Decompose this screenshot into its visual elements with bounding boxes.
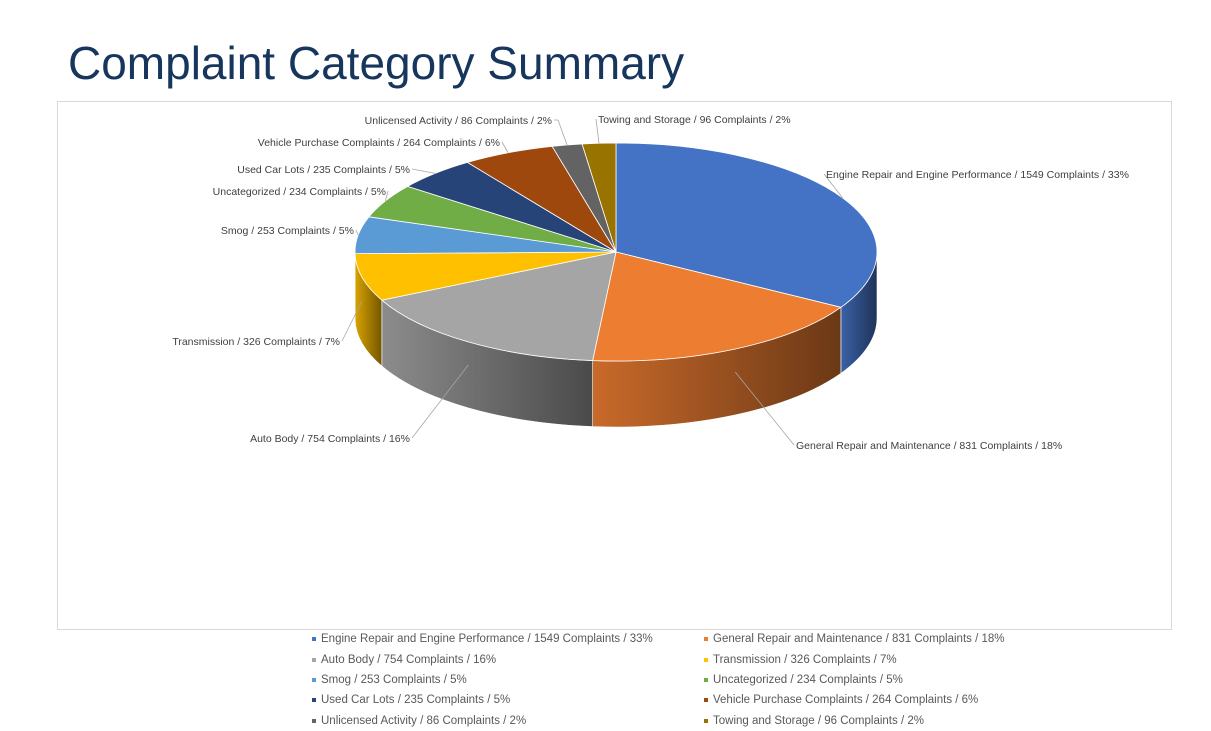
leader-line-7 (502, 142, 508, 153)
pie-chart: Engine Repair and Engine Performance / 1… (58, 102, 1173, 631)
legend-label: Uncategorized / 234 Complaints / 5% (713, 674, 903, 686)
legend-item-2: Auto Body / 754 Complaints / 16% (312, 649, 704, 669)
legend-swatch (704, 658, 708, 662)
legend-swatch (312, 719, 316, 723)
data-label-8: Unlicensed Activity / 86 Complaints / 2% (365, 115, 552, 127)
data-label-2: Auto Body / 754 Complaints / 16% (250, 433, 410, 445)
chart-area: Engine Repair and Engine Performance / 1… (57, 101, 1172, 630)
legend-swatch (312, 637, 316, 641)
legend-swatch (704, 637, 708, 641)
legend-label: Transmission / 326 Complaints / 7% (713, 654, 897, 666)
legend-swatch (312, 698, 316, 702)
legend-item-6: Used Car Lots / 235 Complaints / 5% (312, 690, 704, 710)
chart-legend: Engine Repair and Engine Performance / 1… (312, 629, 1032, 731)
legend-label: Unlicensed Activity / 86 Complaints / 2% (321, 715, 526, 727)
legend-item-4: Smog / 253 Complaints / 5% (312, 670, 704, 690)
legend-label: Auto Body / 754 Complaints / 16% (321, 654, 496, 666)
data-label-3: Transmission / 326 Complaints / 7% (172, 336, 340, 348)
legend-item-3: Transmission / 326 Complaints / 7% (704, 649, 1032, 669)
legend-swatch (312, 658, 316, 662)
data-label-1: General Repair and Maintenance / 831 Com… (796, 440, 1062, 452)
legend-swatch (704, 719, 708, 723)
data-label-0: Engine Repair and Engine Performance / 1… (826, 169, 1129, 181)
legend-item-5: Uncategorized / 234 Complaints / 5% (704, 670, 1032, 690)
legend-label: Smog / 253 Complaints / 5% (321, 674, 467, 686)
legend-item-0: Engine Repair and Engine Performance / 1… (312, 629, 704, 649)
data-label-9: Towing and Storage / 96 Complaints / 2% (598, 114, 791, 126)
leader-line-6 (412, 169, 435, 173)
legend-label: General Repair and Maintenance / 831 Com… (713, 633, 1005, 645)
data-label-7: Vehicle Purchase Complaints / 264 Compla… (258, 137, 500, 149)
leader-line-8 (554, 120, 567, 145)
legend-swatch (704, 698, 708, 702)
legend-label: Towing and Storage / 96 Complaints / 2% (713, 715, 924, 727)
legend-label: Used Car Lots / 235 Complaints / 5% (321, 694, 510, 706)
legend-item-9: Towing and Storage / 96 Complaints / 2% (704, 711, 1032, 731)
legend-label: Engine Repair and Engine Performance / 1… (321, 633, 653, 645)
legend-item-8: Unlicensed Activity / 86 Complaints / 2% (312, 711, 704, 731)
legend-swatch (312, 678, 316, 682)
data-label-4: Smog / 253 Complaints / 5% (221, 225, 354, 237)
slide-title: Complaint Category Summary (68, 40, 684, 86)
legend-item-1: General Repair and Maintenance / 831 Com… (704, 629, 1032, 649)
data-label-6: Used Car Lots / 235 Complaints / 5% (237, 164, 410, 176)
data-label-5: Uncategorized / 234 Complaints / 5% (213, 186, 386, 198)
leader-line-4 (356, 230, 358, 235)
legend-swatch (704, 678, 708, 682)
legend-label: Vehicle Purchase Complaints / 264 Compla… (713, 694, 978, 706)
legend-item-7: Vehicle Purchase Complaints / 264 Compla… (704, 690, 1032, 710)
